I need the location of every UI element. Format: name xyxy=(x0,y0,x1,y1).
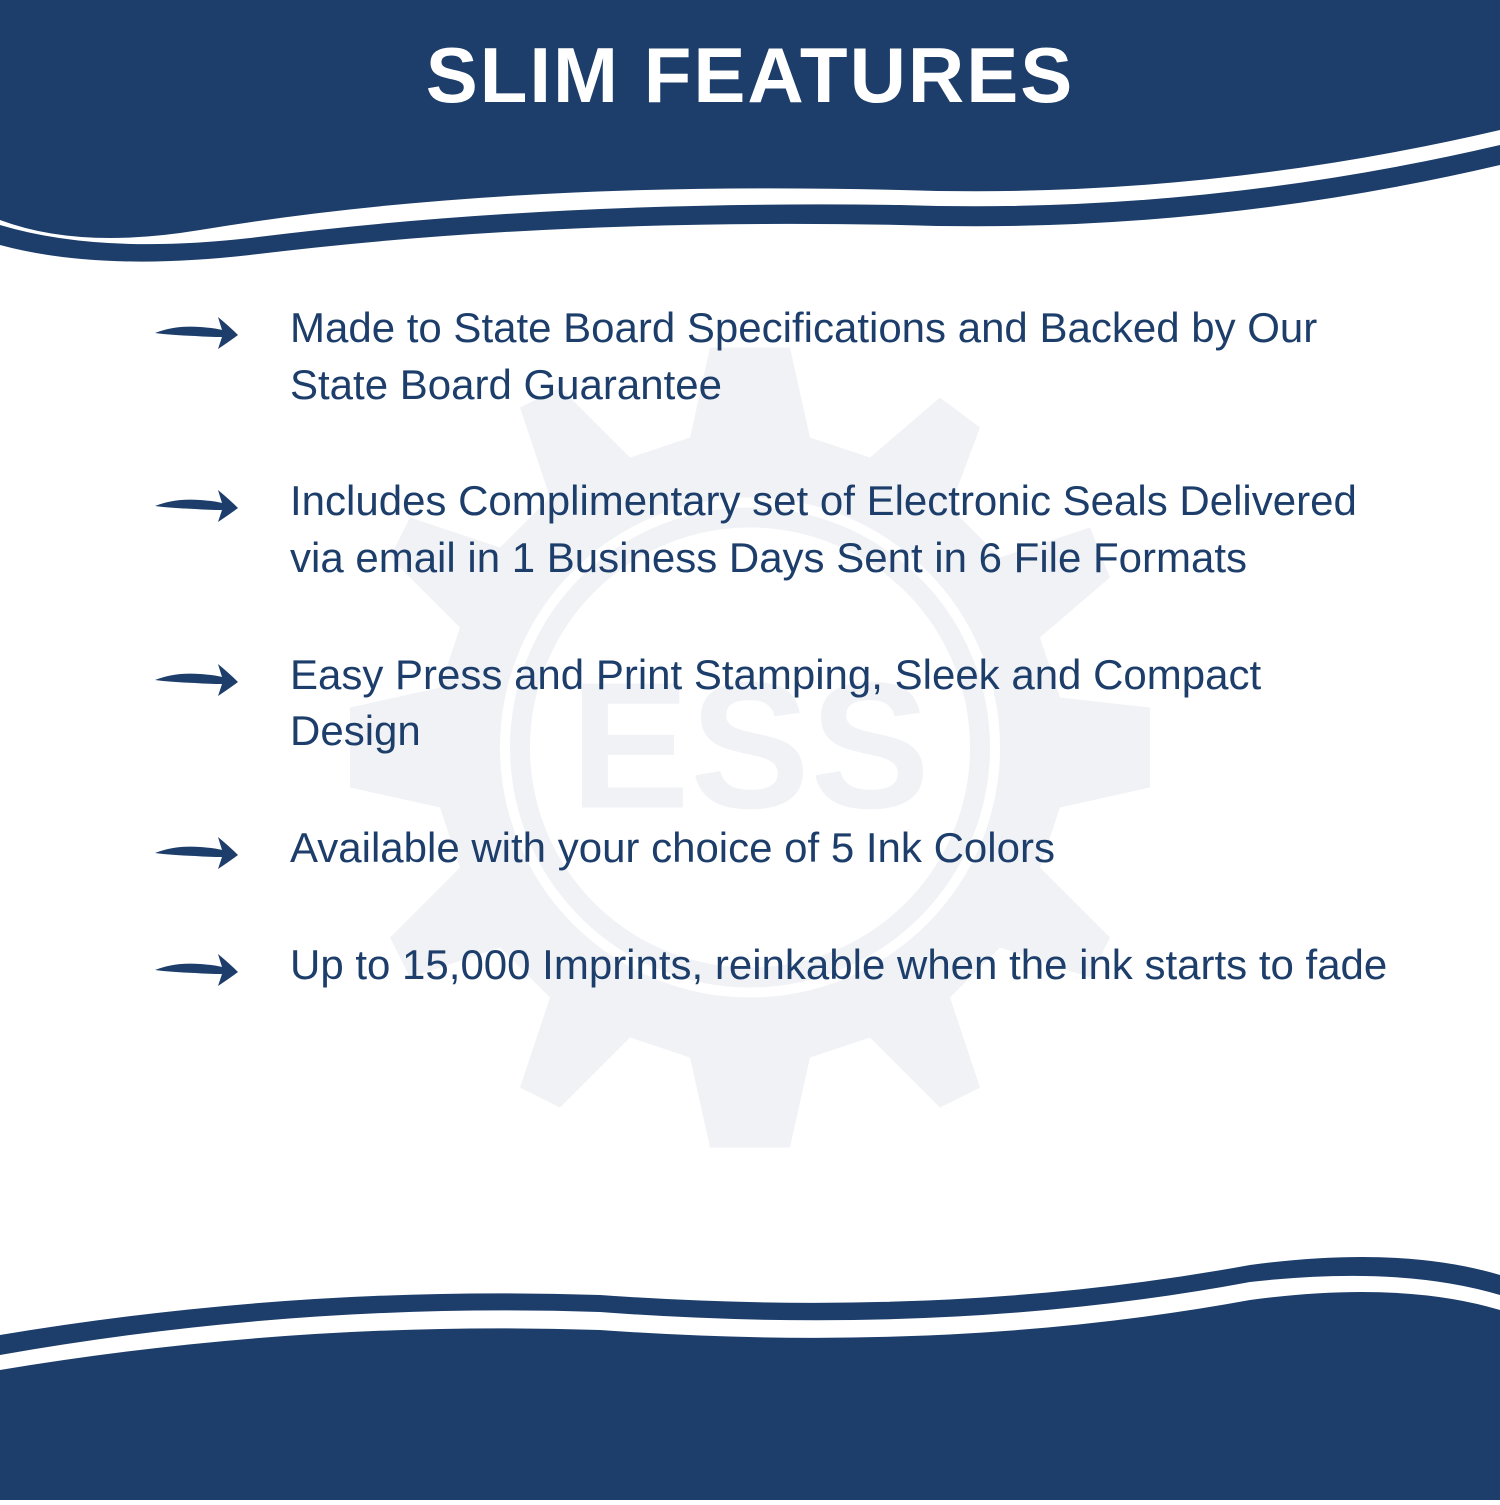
feature-text: Made to State Board Specifications and B… xyxy=(290,300,1400,413)
arrow-right-icon xyxy=(150,942,240,992)
feature-text: Up to 15,000 Imprints, reinkable when th… xyxy=(290,937,1387,994)
feature-item: Up to 15,000 Imprints, reinkable when th… xyxy=(150,937,1400,994)
feature-item: Made to State Board Specifications and B… xyxy=(150,300,1400,413)
arrow-right-icon xyxy=(150,652,240,702)
feature-item: Easy Press and Print Stamping, Sleek and… xyxy=(150,647,1400,760)
features-list: Made to State Board Specifications and B… xyxy=(150,300,1400,1054)
feature-text: Available with your choice of 5 Ink Colo… xyxy=(290,820,1055,877)
arrow-right-icon xyxy=(150,478,240,528)
feature-item: Available with your choice of 5 Ink Colo… xyxy=(150,820,1400,877)
infographic-container: ESS SLIM FEATURES Made to State Board Sp… xyxy=(0,0,1500,1500)
feature-item: Includes Complimentary set of Electronic… xyxy=(150,473,1400,586)
page-title: SLIM FEATURES xyxy=(0,30,1500,121)
feature-text: Includes Complimentary set of Electronic… xyxy=(290,473,1400,586)
arrow-right-icon xyxy=(150,825,240,875)
footer-wave xyxy=(0,1220,1500,1500)
feature-text: Easy Press and Print Stamping, Sleek and… xyxy=(290,647,1400,760)
arrow-right-icon xyxy=(150,305,240,355)
